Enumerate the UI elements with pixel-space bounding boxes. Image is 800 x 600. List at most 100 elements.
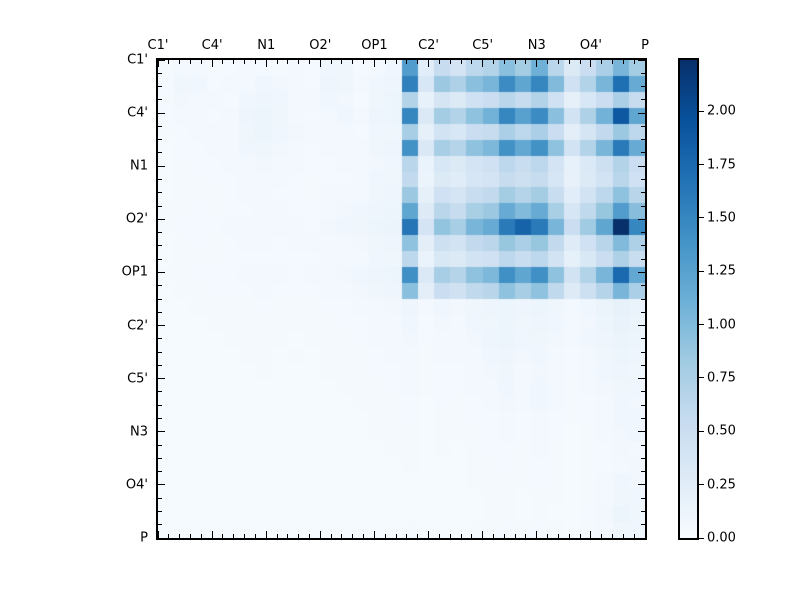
axis-tick bbox=[158, 285, 162, 287]
axis-tick bbox=[641, 351, 645, 353]
axis-tick bbox=[276, 60, 278, 64]
axis-tick bbox=[265, 60, 267, 67]
axis-tick bbox=[158, 311, 162, 313]
colorbar-tick-label: 0.00 bbox=[707, 530, 736, 546]
colorbar-tick-label: 2.00 bbox=[707, 103, 736, 119]
axis-tick bbox=[438, 534, 440, 538]
axis-tick bbox=[158, 298, 162, 300]
axis-tick bbox=[363, 534, 365, 538]
colorbar-tick bbox=[699, 377, 704, 379]
axis-tick bbox=[200, 534, 202, 538]
axis-tick bbox=[449, 60, 451, 64]
axis-tick bbox=[341, 534, 343, 538]
axis-tick bbox=[568, 60, 570, 64]
colorbar-tick bbox=[699, 270, 704, 272]
x-axis-label: N3 bbox=[527, 38, 546, 53]
axis-tick bbox=[525, 534, 527, 538]
axis-tick bbox=[233, 60, 235, 64]
y-axis-label: C2' bbox=[127, 318, 148, 334]
x-axis-label: O2' bbox=[309, 38, 332, 53]
axis-tick bbox=[460, 60, 462, 64]
y-axis-label: C4' bbox=[127, 105, 148, 121]
axis-tick bbox=[157, 531, 159, 538]
axis-tick bbox=[384, 60, 386, 64]
axis-tick bbox=[341, 60, 343, 64]
colorbar-tick-label: 1.25 bbox=[707, 263, 736, 279]
colorbar-tick-label: 0.25 bbox=[707, 477, 736, 493]
axis-tick bbox=[641, 192, 645, 194]
axis-tick bbox=[157, 60, 159, 67]
axis-tick bbox=[211, 60, 213, 67]
axis-tick bbox=[417, 534, 419, 538]
axis-tick bbox=[265, 531, 267, 538]
axis-tick bbox=[158, 444, 162, 446]
axis-tick bbox=[158, 59, 165, 61]
colorbar-tick bbox=[699, 430, 704, 432]
axis-tick bbox=[298, 534, 300, 538]
y-axis-label: O4' bbox=[125, 477, 148, 493]
axis-tick bbox=[460, 534, 462, 538]
axis-tick bbox=[189, 534, 191, 538]
colorbar: 0.00 0.25 0.50 0.75 1.00 1.25 1.50 1.75 2.00 bbox=[678, 58, 736, 546]
axis-tick bbox=[158, 471, 162, 473]
axis-tick bbox=[638, 218, 645, 220]
axis-tick bbox=[244, 60, 246, 64]
y-axis-label: OP1 bbox=[121, 264, 148, 280]
axis-tick bbox=[622, 534, 624, 538]
axis-tick bbox=[244, 534, 246, 538]
axis-tick bbox=[641, 232, 645, 234]
colorbar-tick bbox=[699, 217, 704, 219]
axis-tick bbox=[641, 99, 645, 101]
axis-tick bbox=[641, 152, 645, 154]
axis-tick bbox=[641, 179, 645, 180]
axis-tick bbox=[395, 534, 397, 538]
colorbar-tick-label: 1.75 bbox=[707, 157, 736, 173]
axis-tick bbox=[514, 534, 516, 538]
axis-tick bbox=[633, 60, 635, 64]
axis-tick bbox=[641, 457, 645, 459]
axis-tick bbox=[158, 125, 162, 127]
axis-tick bbox=[158, 418, 162, 419]
axis-tick bbox=[641, 298, 645, 300]
axis-tick bbox=[641, 139, 645, 141]
axis-tick bbox=[644, 60, 646, 67]
axis-tick bbox=[330, 60, 332, 64]
colorbar-tick bbox=[699, 324, 704, 326]
axis-tick bbox=[179, 60, 181, 64]
axis-tick bbox=[641, 205, 645, 207]
axis-tick bbox=[158, 205, 162, 207]
axis-tick bbox=[641, 311, 645, 313]
axis-tick bbox=[641, 444, 645, 446]
axis-tick bbox=[482, 531, 484, 538]
axis-tick bbox=[384, 534, 386, 538]
axis-tick bbox=[158, 484, 165, 486]
axis-tick bbox=[254, 534, 256, 538]
colorbar-tick-label: 1.50 bbox=[707, 210, 736, 226]
axis-tick bbox=[612, 60, 614, 64]
axis-tick bbox=[638, 325, 645, 327]
axis-tick bbox=[417, 60, 419, 64]
axis-tick bbox=[254, 60, 256, 64]
axis-tick bbox=[557, 60, 559, 64]
axis-tick bbox=[525, 60, 527, 64]
axis-tick bbox=[158, 378, 165, 380]
axis-tick bbox=[638, 537, 645, 539]
axis-tick bbox=[622, 60, 624, 64]
x-axis-label: N1 bbox=[257, 38, 276, 53]
axis-tick bbox=[158, 497, 162, 499]
y-axis-label: P bbox=[140, 530, 148, 546]
y-axis-label: N3 bbox=[130, 424, 148, 440]
axis-tick bbox=[641, 125, 645, 127]
axis-tick bbox=[222, 534, 224, 538]
x-axis-label: OP1 bbox=[361, 38, 388, 53]
axis-tick bbox=[641, 471, 645, 473]
x-axis-label: O4' bbox=[579, 38, 602, 53]
axis-tick bbox=[641, 338, 645, 340]
colorbar-tick bbox=[699, 484, 704, 486]
axis-tick bbox=[330, 534, 332, 538]
axis-tick bbox=[579, 60, 581, 64]
axis-tick bbox=[612, 534, 614, 538]
axis-tick bbox=[471, 534, 473, 538]
axis-tick bbox=[428, 531, 430, 538]
axis-tick bbox=[211, 531, 213, 538]
